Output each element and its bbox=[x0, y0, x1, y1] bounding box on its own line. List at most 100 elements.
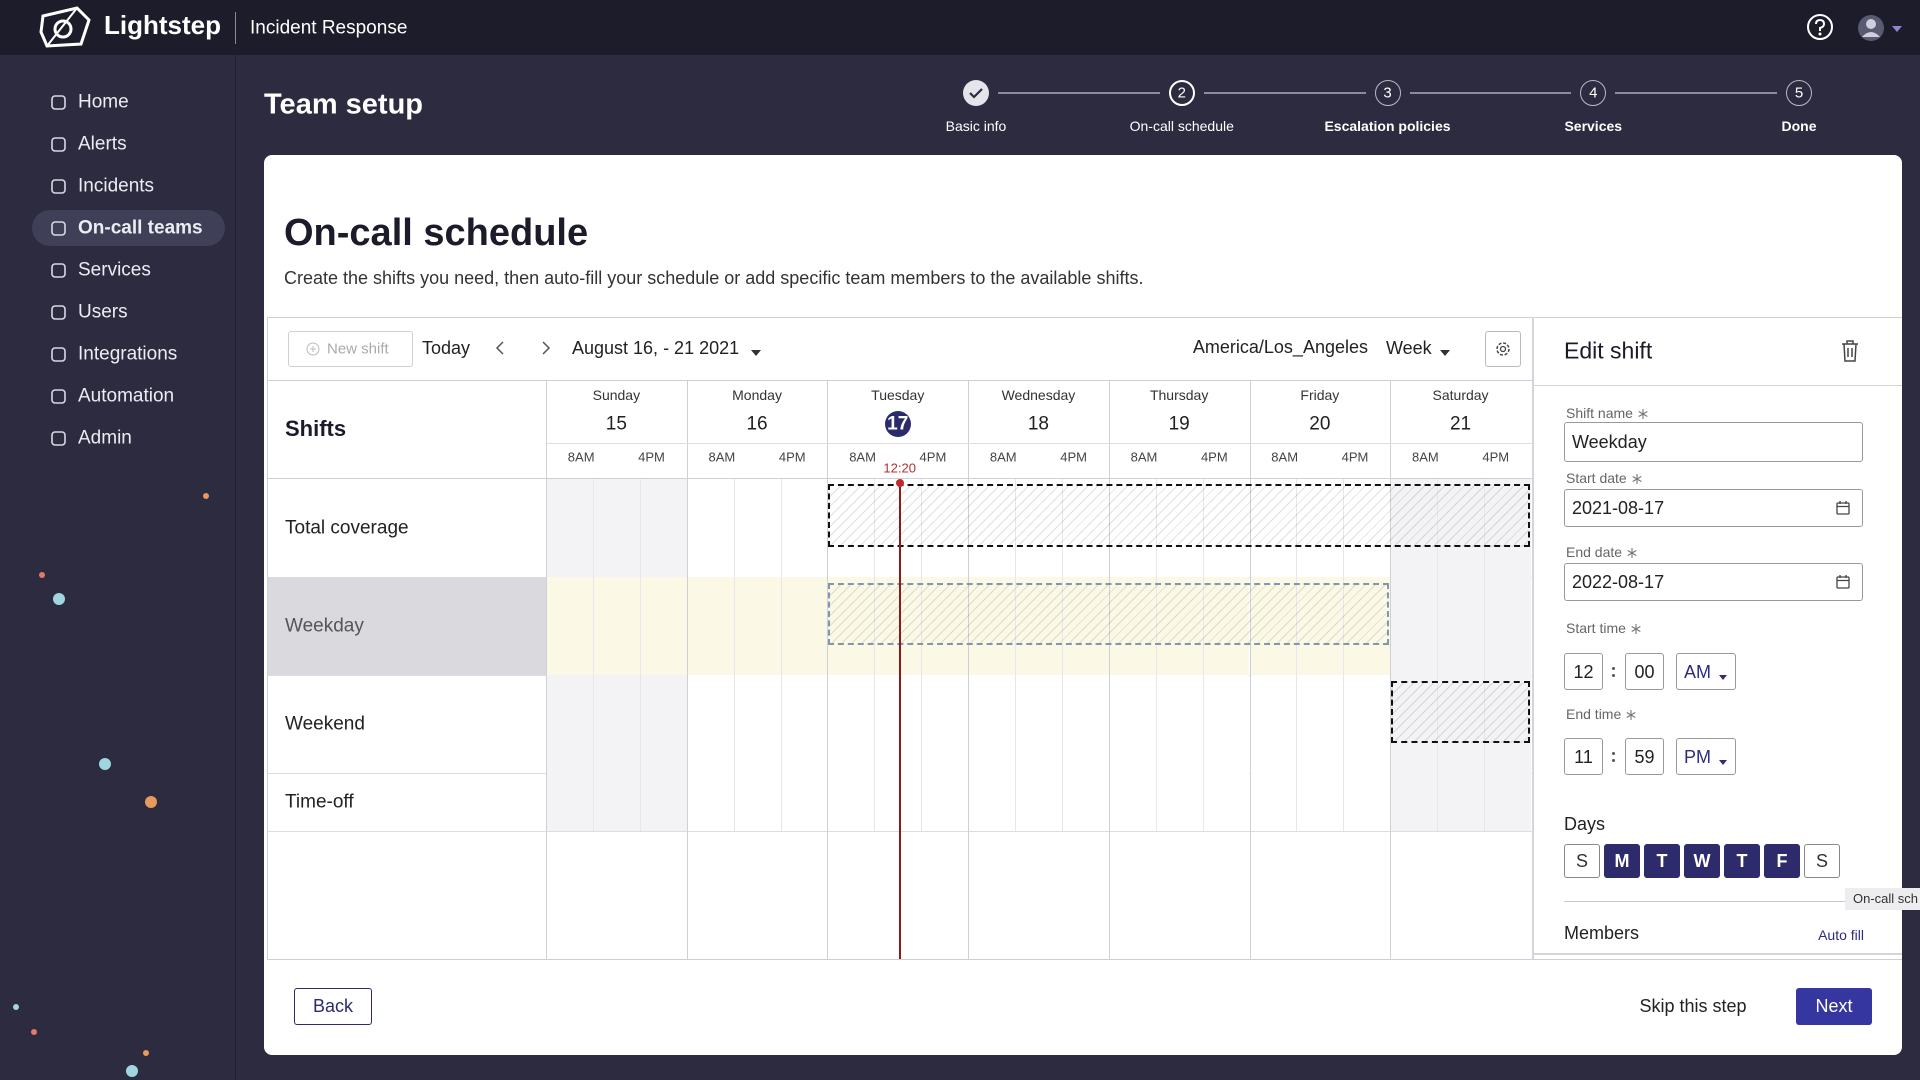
nav-item[interactable]: Services bbox=[78, 259, 151, 281]
date-range[interactable]: August 16, - 21 2021 bbox=[572, 338, 740, 358]
row-label[interactable]: Total coverage bbox=[285, 517, 409, 538]
view-select[interactable]: Week bbox=[1386, 338, 1432, 358]
nav-icon-svg bbox=[51, 263, 66, 278]
nav-item[interactable]: Integrations bbox=[78, 343, 178, 365]
gear-icon bbox=[1494, 340, 1512, 358]
step-check-svg bbox=[969, 88, 983, 99]
grid-cell bbox=[827, 773, 969, 831]
gear-icon-svg bbox=[1496, 342, 1510, 356]
settings-button[interactable] bbox=[1485, 331, 1521, 367]
sub-grid-line bbox=[1155, 773, 1157, 831]
grid-cell bbox=[1249, 577, 1391, 675]
period-value: PM bbox=[1684, 746, 1711, 767]
nav-item[interactable]: Users bbox=[78, 301, 128, 323]
colon-dot bbox=[1612, 674, 1615, 677]
next-chevron-svg bbox=[542, 341, 551, 355]
grid-cell bbox=[968, 773, 1109, 831]
today-button[interactable]: Today bbox=[422, 338, 471, 358]
day-toggle[interactable] bbox=[1564, 844, 1600, 878]
new-shift-button[interactable] bbox=[288, 331, 413, 367]
now-line bbox=[898, 482, 901, 959]
sub-grid-line bbox=[874, 675, 876, 773]
day-toggle[interactable] bbox=[1764, 844, 1800, 878]
day-date: 18 bbox=[1027, 413, 1050, 435]
day-toggle[interactable] bbox=[1724, 844, 1760, 878]
caret bbox=[1718, 753, 1728, 765]
row-label[interactable]: Time-off bbox=[285, 791, 354, 813]
calendar-frame bbox=[267, 317, 1902, 960]
row-label[interactable]: Weekend bbox=[285, 713, 365, 735]
time-label: 8AM bbox=[567, 449, 595, 465]
timezone[interactable]: America/Los_Angeles bbox=[1192, 337, 1368, 357]
time-label: 4PM bbox=[778, 449, 806, 465]
time-label: 8AM bbox=[1271, 449, 1299, 465]
panel-separator bbox=[1534, 385, 1902, 386]
day-letter: S bbox=[1575, 851, 1589, 871]
required-mark-svg bbox=[1638, 409, 1648, 419]
step-circle bbox=[1168, 80, 1195, 106]
day-name: Wednesday bbox=[1001, 387, 1076, 403]
step-number: 4 bbox=[1589, 84, 1598, 102]
nav-item[interactable]: Alerts bbox=[78, 133, 127, 155]
shift-block[interactable] bbox=[828, 583, 1390, 645]
day-divider bbox=[686, 380, 688, 960]
sub-grid-line bbox=[1061, 773, 1063, 831]
avatar bbox=[1856, 13, 1906, 43]
period-select[interactable] bbox=[1676, 738, 1736, 775]
nav-item[interactable]: Admin bbox=[78, 427, 132, 449]
nav-item[interactable]: Home bbox=[78, 91, 129, 113]
required-mark bbox=[1637, 407, 1649, 419]
nav-item[interactable]: Automation bbox=[78, 385, 175, 407]
time-input[interactable] bbox=[1564, 738, 1603, 775]
grid-cell bbox=[1390, 577, 1531, 675]
sub-grid-line bbox=[639, 478, 641, 577]
next-button[interactable] bbox=[1796, 988, 1872, 1025]
time-input[interactable] bbox=[1564, 653, 1603, 690]
text-input[interactable] bbox=[1564, 563, 1863, 601]
sub-grid-line bbox=[1202, 773, 1204, 831]
sub-grid-line bbox=[780, 478, 782, 577]
nav-item[interactable]: On-call teams bbox=[78, 217, 203, 239]
time-label: 8AM bbox=[1412, 449, 1439, 465]
input-value: 2021-08-17 bbox=[1572, 498, 1665, 518]
decor-dot bbox=[13, 1004, 19, 1010]
period-select[interactable] bbox=[1676, 653, 1736, 690]
sub-grid-line bbox=[1155, 478, 1157, 577]
nav-item[interactable]: Incidents bbox=[78, 175, 155, 197]
text-input[interactable] bbox=[1564, 422, 1863, 462]
time-value: 59 bbox=[1634, 746, 1655, 767]
time-value: 00 bbox=[1634, 661, 1655, 682]
time-input[interactable] bbox=[1625, 738, 1664, 775]
now-label: 12:20 bbox=[883, 460, 916, 476]
shift-block[interactable] bbox=[1391, 681, 1530, 743]
day-toggle[interactable] bbox=[1804, 844, 1840, 878]
text-input[interactable] bbox=[1564, 489, 1863, 527]
skip-link[interactable]: Skip this step bbox=[1639, 996, 1747, 1016]
day-toggle[interactable] bbox=[1644, 844, 1680, 878]
sub-grid-line bbox=[1484, 577, 1485, 675]
day-toggle[interactable] bbox=[1684, 844, 1720, 878]
grid-cell bbox=[1108, 478, 1250, 577]
row-label[interactable]: Weekday bbox=[285, 615, 364, 637]
sub-grid-line bbox=[1155, 675, 1157, 773]
time-input[interactable] bbox=[1625, 653, 1664, 690]
panel-bottom bbox=[1534, 953, 1902, 955]
step-connector bbox=[1203, 92, 1366, 94]
sub-grid-line bbox=[1343, 478, 1345, 577]
time-label: 8AM bbox=[989, 449, 1017, 465]
prev-chevron bbox=[494, 340, 506, 356]
sub-grid-line bbox=[1061, 577, 1063, 675]
shift-block[interactable] bbox=[828, 484, 1530, 547]
sub-grid-line bbox=[921, 577, 923, 675]
day-name: Tuesday bbox=[871, 387, 925, 403]
step-circle bbox=[963, 80, 989, 106]
prev-chevron-svg bbox=[495, 341, 504, 355]
caret bbox=[1718, 668, 1728, 680]
nav-icon-svg bbox=[51, 347, 66, 362]
day-toggle[interactable] bbox=[1604, 844, 1640, 878]
grid-cell bbox=[968, 478, 1109, 577]
sub-grid-line bbox=[1484, 773, 1485, 831]
back-button[interactable] bbox=[294, 988, 372, 1025]
auto-fill-link[interactable]: Auto fill bbox=[1818, 927, 1864, 943]
sub-grid-line bbox=[733, 675, 735, 773]
